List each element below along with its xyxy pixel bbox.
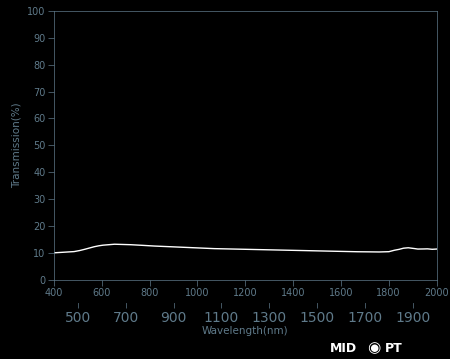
Text: ◉: ◉ bbox=[367, 340, 380, 355]
Text: MID: MID bbox=[329, 342, 356, 355]
Text: PT: PT bbox=[385, 342, 403, 355]
X-axis label: Wavelength(nm): Wavelength(nm) bbox=[202, 326, 288, 336]
Y-axis label: Transmission(%): Transmission(%) bbox=[12, 103, 22, 188]
